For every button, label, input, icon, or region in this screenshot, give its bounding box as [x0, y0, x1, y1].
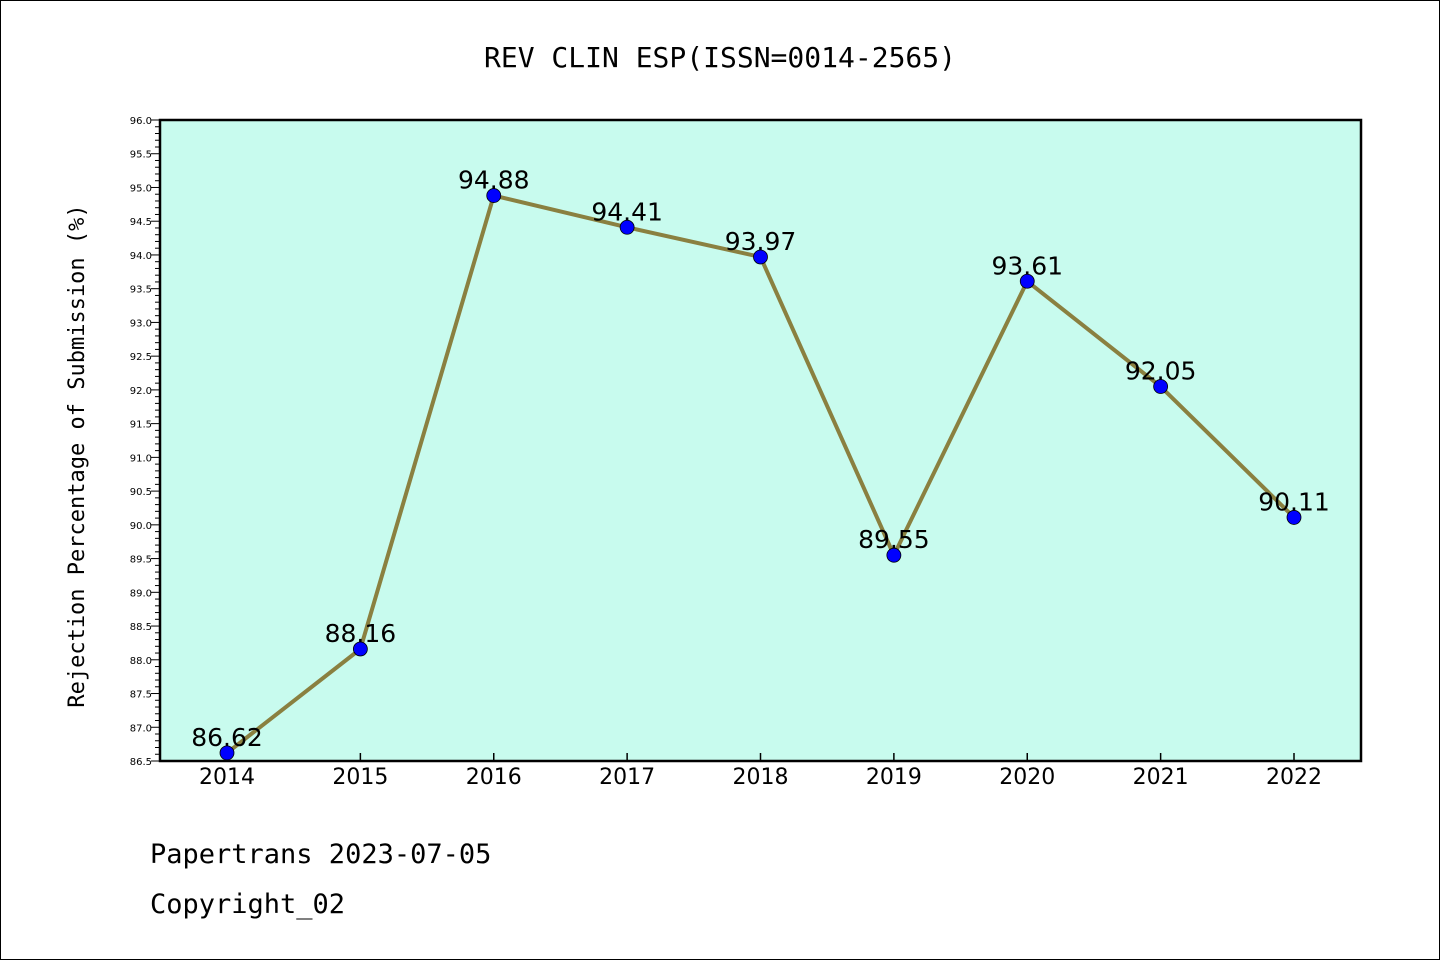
y-tick-label: 87.0: [130, 723, 152, 734]
data-point-marker: [886, 547, 902, 563]
x-tick-label: 2021: [1133, 765, 1189, 790]
data-label: 94.41: [591, 197, 663, 226]
y-tick-label: 88.5: [130, 622, 152, 633]
data-label: 90.11: [1258, 487, 1330, 516]
y-tick-label: 93.5: [130, 285, 152, 296]
series-markers: [219, 188, 1302, 761]
chart-title: REV CLIN ESP(ISSN=0014-2565): [484, 41, 956, 74]
y-axis-ticks: 86.5 87.0 87.5 88.0 88.5 89.0 89.5 90.0 90.5 91.0…: [130, 116, 160, 768]
x-tick-label: 2014: [199, 765, 255, 790]
x-tick-label: 2018: [733, 765, 789, 790]
y-tick-label: 93.0: [130, 318, 152, 329]
data-label: 86.62: [191, 723, 263, 752]
y-tick-label: 86.5: [130, 757, 152, 768]
y-tick-label: 89.5: [130, 555, 152, 566]
x-tick-label: 2015: [332, 765, 388, 790]
y-tick-label: 95.5: [130, 150, 152, 161]
y-tick-label: 91.0: [130, 453, 152, 464]
data-point-marker: [619, 219, 635, 235]
data-label: 93.97: [725, 227, 797, 256]
data-labels: 86.62 88.16 94.88 94.41 93.97 89.55 93.61 92.05…: [191, 166, 1330, 752]
x-tick-label: 2016: [466, 765, 522, 790]
data-point-marker: [1153, 379, 1169, 394]
data-point-marker: [352, 641, 368, 657]
data-label: 94.88: [458, 166, 530, 195]
data-label: 88.16: [325, 619, 397, 648]
y-tick-label: 89.0: [130, 588, 152, 599]
x-tick-label: 2022: [1266, 765, 1322, 790]
y-tick-label: 90.5: [130, 487, 152, 498]
plot-border: [158, 118, 1363, 763]
x-tick-label: 2017: [599, 765, 655, 790]
y-tick-label: 88.0: [130, 656, 152, 667]
x-tick-label: 2020: [999, 765, 1055, 790]
footer-date-text: Papertrans 2023-07-05: [150, 839, 491, 870]
x-tick-label: 2019: [866, 765, 922, 790]
data-point-marker: [1019, 273, 1035, 289]
y-tick-label: 92.5: [130, 352, 152, 363]
data-label: 89.55: [858, 525, 930, 554]
y-axis-label: Rejection Percentage of Submission (%): [65, 204, 90, 707]
y-tick-label: 95.0: [130, 183, 152, 194]
y-tick-label: 94.5: [130, 217, 152, 228]
y-tick-label: 94.0: [130, 251, 152, 262]
y-tick-label: 91.5: [130, 420, 152, 431]
footer-copyright-text: Copyright_02: [150, 889, 345, 920]
y-tick-label: 90.0: [130, 521, 152, 532]
data-point-marker: [486, 188, 502, 203]
data-label: 92.05: [1125, 357, 1197, 386]
y-tick-label: 87.5: [130, 690, 152, 701]
x-axis-ticks: 2014 2015 2016 2017 2018 2019 2020 2021 2022: [199, 753, 1322, 790]
y-tick-label: 96.0: [130, 116, 152, 127]
y-tick-label: 92.0: [130, 386, 152, 397]
data-point-marker: [753, 249, 768, 265]
data-label: 93.61: [991, 251, 1063, 280]
data-point-marker: [1286, 510, 1302, 525]
